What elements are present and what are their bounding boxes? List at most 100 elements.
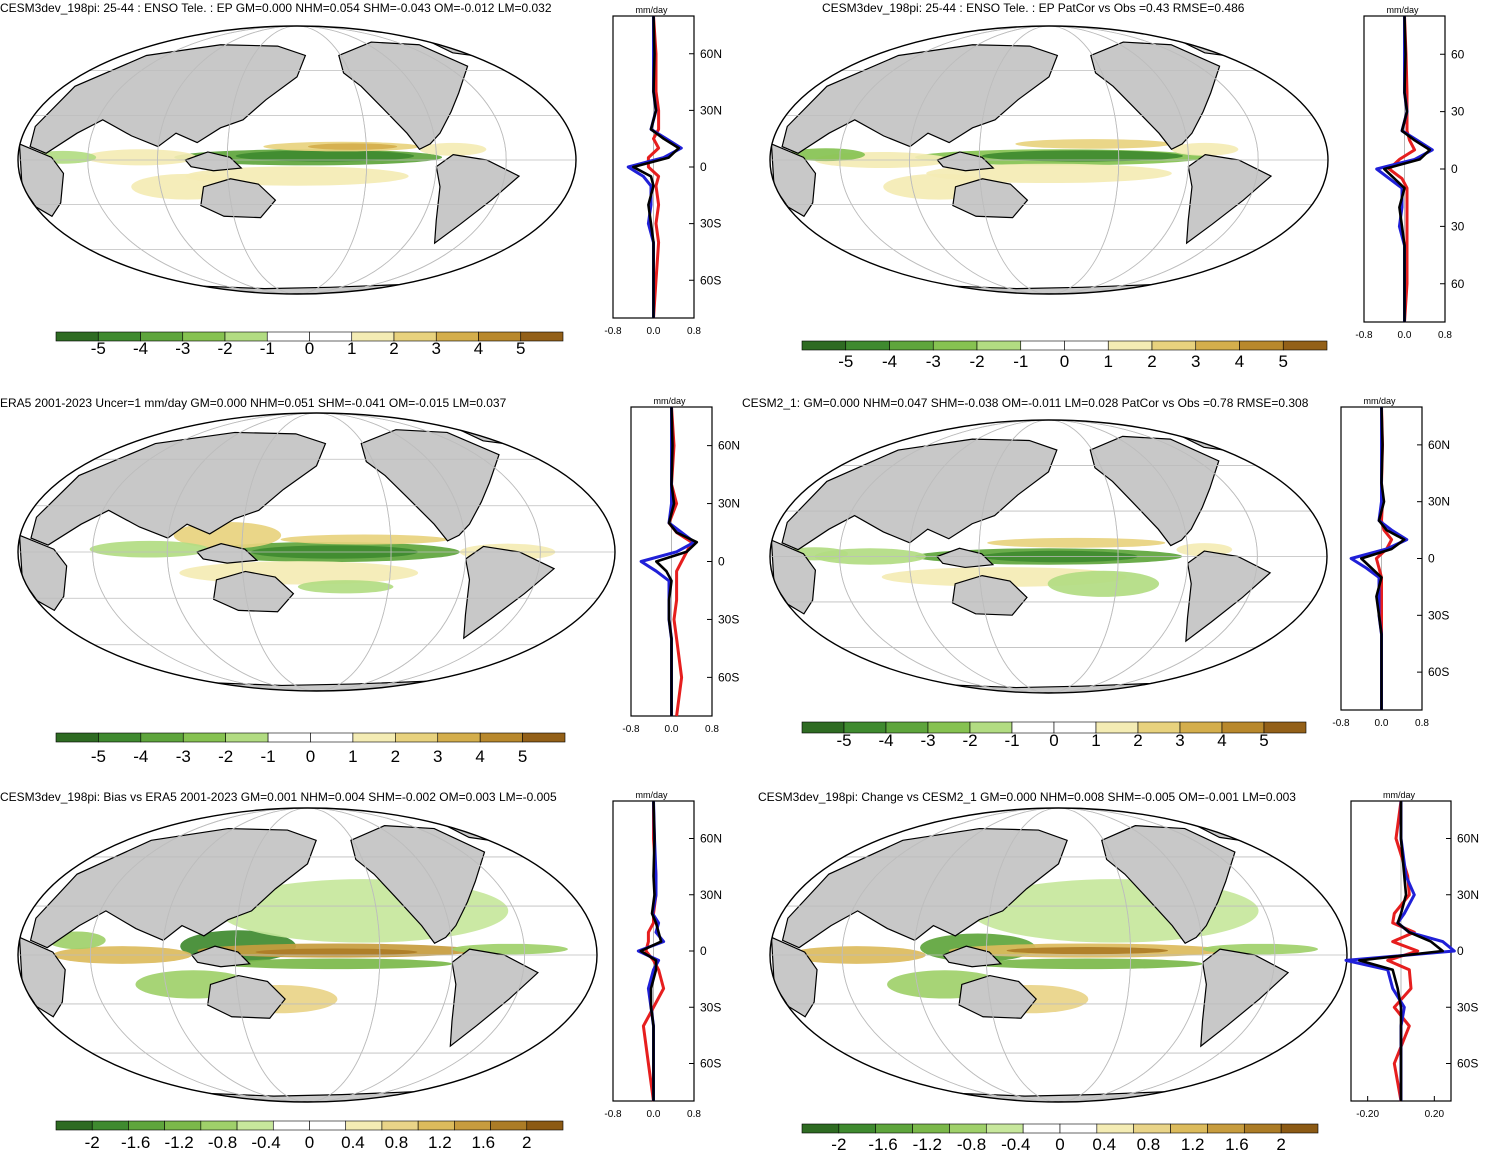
- colorbar-bin: [91, 1120, 129, 1131]
- profile-line-model: [1358, 801, 1444, 1101]
- rain-anomaly-blob: [297, 580, 394, 594]
- longitude-gridline: [839, 420, 1258, 693]
- profile-lat-label: 30: [1451, 105, 1465, 119]
- profile-lat-label: 0: [700, 160, 707, 174]
- profile-lat-label: 60S: [1428, 665, 1449, 679]
- colorbar-label: -4: [133, 747, 148, 766]
- longitude-gridline: [166, 413, 467, 691]
- colorbar-bin: [435, 331, 479, 342]
- colorbar-bin: [1243, 1123, 1282, 1134]
- panel-3: 60N 30N 0 30S 60S -0.8 0.0 0.8 mm/day -5 -4 -3 -2 -1 0…: [0, 396, 740, 766]
- profile-lat-label: 60S: [700, 1057, 721, 1071]
- colorbar-label: 0: [1049, 731, 1058, 750]
- colorbar-label: 5: [516, 339, 525, 358]
- profile-lat-label: 0: [1428, 552, 1435, 566]
- colorbar-label: -2: [85, 1133, 100, 1152]
- map-border: [17, 807, 598, 1103]
- profile-lat-label: 60: [1451, 47, 1465, 61]
- profile-lat-label: 60: [1451, 277, 1465, 291]
- colorbar-label: 0: [306, 747, 315, 766]
- longitude-gridline: [87, 26, 507, 294]
- colorbar-bin: [976, 340, 1022, 351]
- profile-lat-label: 60N: [718, 439, 740, 453]
- colorbar-label: 1.6: [1225, 1135, 1249, 1154]
- colorbar-label: -4: [878, 731, 893, 750]
- colorbar-bin: [949, 1123, 987, 1134]
- profile-lat-label: 30N: [1428, 495, 1450, 509]
- map-layer: [770, 26, 1328, 294]
- colorbar-label: -4: [882, 352, 897, 371]
- continent-austr: [958, 974, 1037, 1019]
- colorbar-bin: [985, 1123, 1024, 1134]
- colorbar-bin: [225, 732, 269, 743]
- colorbar-label: -0.8: [208, 1133, 237, 1152]
- profile-x-label: -0.8: [1355, 330, 1373, 341]
- colorbar-label: 2: [1276, 1135, 1285, 1154]
- rain-anomaly-blob: [280, 534, 448, 545]
- continent-asia: [781, 44, 1059, 154]
- colorbar-bin: [454, 1120, 491, 1131]
- map-border: [769, 25, 1329, 295]
- colorbar-bin: [164, 1120, 202, 1131]
- colorbar-label: 4: [475, 747, 484, 766]
- colorbar-bin: [55, 732, 99, 743]
- colorbar-bin: [1195, 340, 1240, 351]
- colorbar-label: -1.2: [913, 1135, 942, 1154]
- colorbar-bin: [1022, 1123, 1061, 1134]
- colorbar-label: 0.4: [1092, 1135, 1116, 1154]
- profile-line-model: [1383, 15, 1432, 322]
- colorbar-bin: [838, 1123, 877, 1134]
- colorbar-label: 1: [347, 339, 356, 358]
- colorbar-bin: [889, 340, 934, 351]
- profile-lat-label: 30N: [700, 103, 722, 117]
- colorbar-bin: [1064, 340, 1109, 351]
- colorbar-label: -0.4: [251, 1133, 280, 1152]
- colorbar-label: -1: [261, 747, 276, 766]
- colorbar-bin: [309, 331, 353, 342]
- panel-title: CESM3dev_198pi: 25-44 : ENSO Tele. : EP …: [822, 1, 1245, 15]
- profile-lat-label: 30: [1451, 219, 1465, 233]
- map-border: [769, 419, 1328, 694]
- colorbar-label: -3: [926, 352, 941, 371]
- colorbar-bin: [417, 1120, 455, 1131]
- colorbar-label: 3: [1191, 352, 1200, 371]
- colorbar-label: -4: [133, 339, 148, 358]
- profile-line-model: [1360, 406, 1406, 710]
- colorbar-bin: [1207, 1123, 1245, 1134]
- longitude-gridline: [241, 413, 392, 691]
- colorbar-label: 2: [391, 747, 400, 766]
- colorbar-label: 1.2: [428, 1133, 452, 1152]
- colorbar-label: 0.8: [1137, 1135, 1161, 1154]
- colorbar-label: 5: [518, 747, 527, 766]
- colorbar-label: 2: [1133, 731, 1142, 750]
- profile-x-label: 0.0: [1398, 330, 1412, 341]
- colorbar-bin: [1107, 340, 1153, 351]
- colorbar-label: 1: [348, 747, 357, 766]
- colorbar-label: 0.8: [385, 1133, 409, 1152]
- colorbar-label: 1: [1091, 731, 1100, 750]
- colorbar-label: -1.6: [121, 1133, 150, 1152]
- colorbar-bin: [1263, 721, 1307, 734]
- map-border: [17, 25, 577, 295]
- continent-samer: [1185, 550, 1272, 643]
- colorbar-bin: [1137, 721, 1181, 734]
- rain-anomaly-blob: [255, 948, 418, 956]
- profile-lat-label: 60S: [700, 273, 721, 287]
- profile-x-label: 0.0: [647, 1109, 661, 1120]
- rain-anomaly-blob: [220, 958, 453, 970]
- colorbar-bin: [526, 1120, 564, 1131]
- colorbar-bin: [381, 1120, 419, 1131]
- profile-lat-label: 30S: [1457, 1000, 1478, 1014]
- colorbar-label: -5: [838, 352, 853, 371]
- rain-anomaly-blob: [307, 143, 398, 150]
- rain-anomaly-blob: [235, 150, 415, 162]
- longitude-gridline: [92, 413, 541, 691]
- rain-anomaly-blob: [786, 148, 865, 162]
- panel-title: CESM3dev_198pi: Bias vs ERA5 2001-2023 G…: [0, 790, 557, 804]
- longitude-gridline: [978, 26, 1120, 294]
- panel-2: 60 30 0 30 60 -0.8 0.0 0.8 mm/day -5 -4 -3 -2 -1 0 1 2 3 4…: [769, 1, 1465, 371]
- rain-anomaly-blob: [1006, 947, 1169, 955]
- colorbar-label: -2: [217, 339, 232, 358]
- colorbar-bin: [479, 732, 523, 743]
- colorbar-label: -1: [1004, 731, 1019, 750]
